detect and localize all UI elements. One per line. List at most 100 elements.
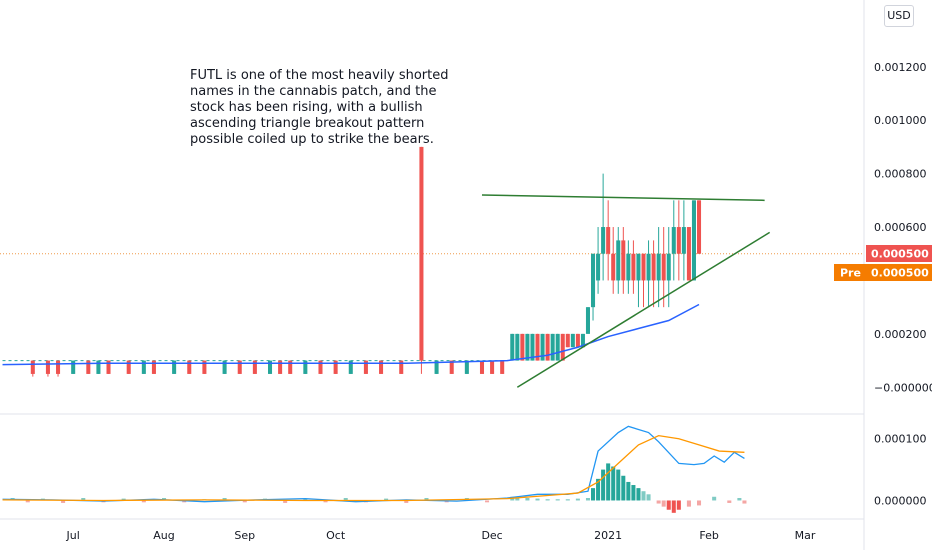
candle-body[interactable] (686, 227, 691, 281)
macd-hist-bar (646, 494, 651, 501)
candle-body[interactable] (278, 360, 283, 374)
candle-body[interactable] (172, 360, 177, 374)
candle-body[interactable] (550, 333, 555, 361)
candle-body[interactable] (691, 200, 696, 281)
candle-body[interactable] (222, 360, 227, 374)
candle-body[interactable] (303, 360, 308, 374)
candle-body[interactable] (237, 360, 242, 374)
macd-hist-bar (283, 500, 288, 503)
macd-hist-bar (712, 496, 717, 501)
candle-body[interactable] (126, 360, 131, 374)
candle-body[interactable] (399, 360, 404, 374)
candle-body[interactable] (520, 333, 525, 361)
macd-hist-bar (737, 498, 742, 501)
candle-body[interactable] (71, 360, 76, 374)
macd-tick-label: 0.000000 (874, 494, 927, 507)
candle-body[interactable] (596, 253, 601, 281)
candle-body[interactable] (631, 253, 636, 281)
candle-body[interactable] (671, 227, 676, 254)
candle-body[interactable] (252, 360, 257, 374)
candle-body[interactable] (606, 227, 611, 254)
candle-body[interactable] (535, 333, 540, 361)
candle-body[interactable] (141, 360, 146, 374)
candle-body[interactable] (555, 333, 560, 361)
trendlines[interactable] (481, 194, 771, 388)
candle-body[interactable] (267, 360, 273, 374)
candle-body[interactable] (636, 253, 641, 281)
candle-body[interactable] (479, 360, 485, 374)
candle-body[interactable] (464, 360, 469, 374)
candle-body[interactable] (646, 253, 651, 281)
candle-body[interactable] (626, 253, 631, 281)
candle-body[interactable] (560, 333, 565, 361)
candle-body[interactable] (591, 253, 596, 308)
candle-body[interactable] (333, 360, 338, 374)
candle-body[interactable] (202, 360, 207, 374)
candle-body[interactable] (565, 333, 570, 348)
time-tick-label: Mar (795, 529, 816, 542)
candle-body[interactable] (575, 333, 580, 348)
candle-body[interactable] (621, 240, 626, 281)
candle-body[interactable] (540, 333, 545, 361)
macd-hist-bar (631, 485, 636, 501)
macd-hist-bar (661, 500, 666, 507)
candle-body[interactable] (585, 307, 591, 334)
candle-body[interactable] (616, 240, 621, 281)
candle-body[interactable] (525, 333, 530, 361)
candle-body[interactable] (56, 360, 61, 374)
candle-body[interactable] (530, 333, 535, 361)
candle-body[interactable] (187, 360, 192, 374)
candle-body[interactable] (30, 360, 35, 374)
candle-body[interactable] (570, 333, 575, 348)
candle-body[interactable] (611, 253, 616, 281)
macd-hist-bar (535, 498, 540, 501)
candle-body[interactable] (545, 333, 550, 361)
candle-body[interactable] (661, 253, 666, 281)
price-axis[interactable]: 0.001200 0.001000 0.000800 0.000600 0.000200… (874, 61, 932, 395)
candle-body[interactable] (696, 200, 702, 254)
candle-body[interactable] (96, 360, 101, 374)
macd-histogram[interactable] (10, 463, 747, 513)
currency-button[interactable]: USD (884, 5, 914, 27)
candle-body[interactable] (490, 360, 495, 374)
macd-hist-bar (545, 499, 550, 501)
pre-market-price-text: 0.000500 (871, 267, 929, 280)
macd-hist-bar (565, 499, 570, 501)
candle-body[interactable] (348, 360, 353, 374)
candle-body[interactable] (510, 333, 515, 361)
candle-body[interactable] (288, 360, 293, 374)
candle-body[interactable] (449, 360, 454, 374)
candle-body[interactable] (363, 360, 368, 374)
candle-body[interactable] (419, 146, 424, 361)
candle-body[interactable] (601, 227, 606, 254)
time-axis[interactable]: Jul Aug Sep Oct Dec 2021 Feb Mar (66, 529, 816, 542)
candle-body[interactable] (666, 253, 671, 281)
macd-axis[interactable]: 0.000100 0.000000 (874, 433, 927, 508)
candle-body[interactable] (45, 360, 50, 374)
signal-line[interactable] (2, 434, 745, 502)
candle-body[interactable] (151, 360, 156, 374)
candle-body[interactable] (641, 253, 646, 281)
candle-body[interactable] (500, 360, 505, 374)
candle-body[interactable] (106, 360, 111, 374)
trendline-resistance[interactable] (481, 194, 765, 202)
candle-body[interactable] (580, 333, 585, 348)
candle-body[interactable] (379, 360, 384, 374)
macd-hist-bar (611, 466, 616, 501)
candle-body[interactable] (681, 227, 686, 254)
candle-body[interactable] (434, 360, 439, 374)
time-tick-label: Sep (234, 529, 255, 542)
candle-body[interactable] (676, 227, 681, 254)
trendline-support[interactable] (516, 231, 771, 388)
candle-body[interactable] (515, 333, 520, 361)
candlestick-series[interactable] (30, 146, 702, 377)
macd-hist-bar (485, 500, 490, 503)
candle-body[interactable] (656, 253, 661, 281)
annotation-note[interactable]: FUTL is one of the most heavily shorted … (190, 68, 449, 147)
candle-body[interactable] (651, 253, 656, 281)
candle-body[interactable] (86, 360, 91, 374)
last-price-tag: 0.000500 (866, 245, 932, 262)
moving-average-line[interactable] (2, 303, 700, 366)
candle-body[interactable] (318, 360, 323, 374)
